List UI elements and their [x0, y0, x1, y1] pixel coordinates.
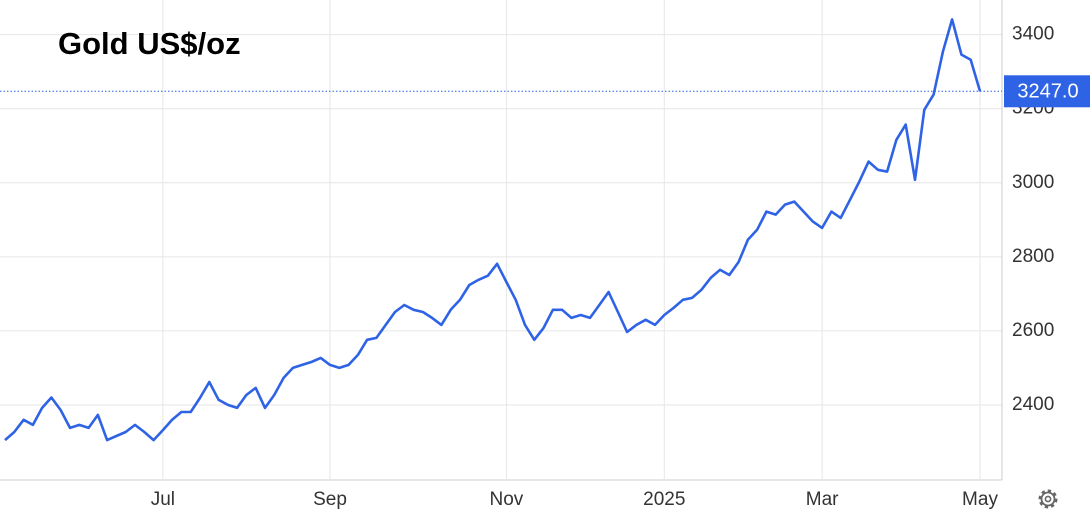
y-tick-label: 3400	[1012, 24, 1054, 45]
current-price-badge	[1004, 75, 1090, 108]
x-tick-label: Sep	[313, 489, 347, 510]
x-tick-label: Jul	[151, 489, 175, 510]
gear-hub	[1044, 495, 1052, 503]
y-tick-label: 2800	[1012, 246, 1054, 267]
plot: 3247.0	[0, 18, 1090, 442]
gear-ring	[1040, 491, 1056, 507]
x-tick-label: 2025	[643, 489, 685, 510]
price-line	[4, 18, 982, 442]
x-tick-label: Mar	[806, 489, 839, 510]
gear-teeth	[1038, 489, 1058, 509]
chart-title: Gold US$/oz	[58, 26, 241, 61]
y-tick-label: 3000	[1012, 172, 1054, 193]
x-tick-label: May	[962, 489, 998, 510]
x-tick-label: Nov	[490, 489, 524, 510]
current-price-label: 3247.0	[1017, 81, 1078, 103]
y-tick-label: 2600	[1012, 320, 1054, 341]
y-tick-label: 2400	[1012, 394, 1054, 415]
settings-icon[interactable]	[1038, 489, 1058, 509]
